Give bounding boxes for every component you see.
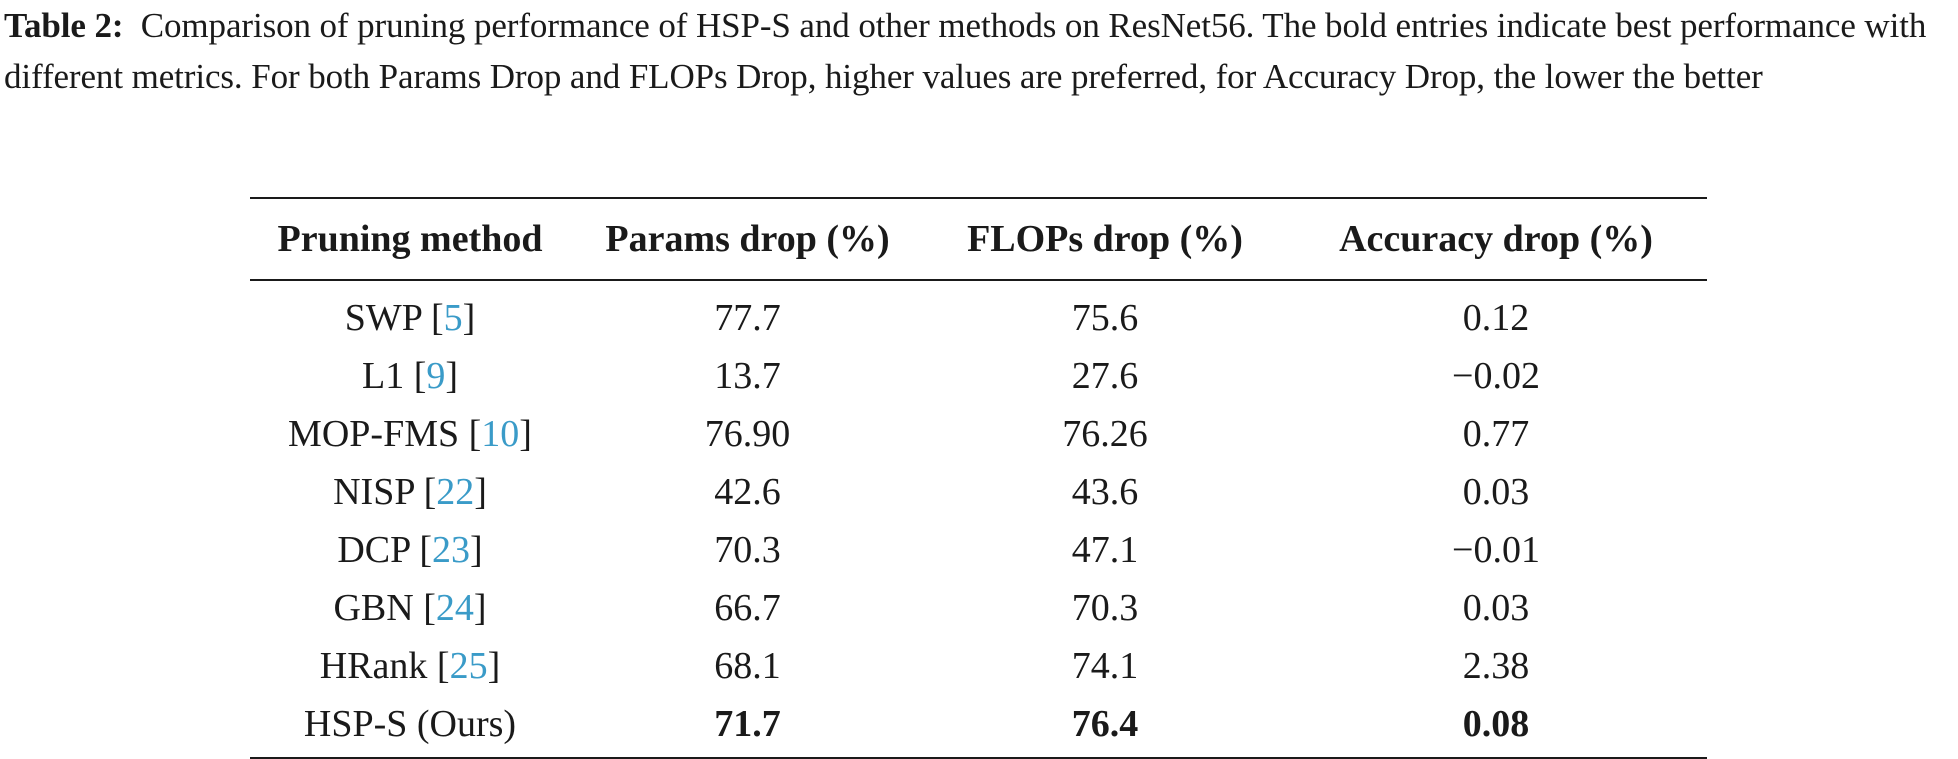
table-row-ours: HSP-S (Ours) 71.7 76.4 0.08 bbox=[250, 695, 1707, 758]
flops-cell: 75.6 bbox=[1071, 297, 1139, 339]
params-cell: 66.7 bbox=[714, 587, 781, 629]
table-row: L1 [9] 13.7 27.6 −0.02 bbox=[250, 347, 1707, 405]
method-name: HRank bbox=[319, 645, 428, 687]
flops-cell: 27.6 bbox=[1071, 355, 1139, 397]
params-cell: 42.6 bbox=[714, 471, 781, 513]
results-table-container: Pruning method Params drop (%) FLOPs dro… bbox=[250, 197, 1707, 759]
header-params-drop: Params drop (%) bbox=[605, 218, 890, 260]
params-cell: 13.7 bbox=[714, 355, 781, 397]
method-cell: HRank [25] bbox=[319, 645, 501, 687]
flops-cell: 76.26 bbox=[1062, 413, 1148, 455]
header-accuracy-drop: Accuracy drop (%) bbox=[1339, 218, 1653, 260]
method-name: HSP-S (Ours) bbox=[303, 703, 517, 745]
table-caption: Table 2: Comparison of pruning performan… bbox=[4, 0, 1954, 102]
method-name: DCP bbox=[337, 529, 410, 571]
accuracy-cell: 0.03 bbox=[1462, 471, 1530, 513]
method-cell: NISP [22] bbox=[333, 471, 487, 513]
table-row: DCP [23] 70.3 47.1 −0.01 bbox=[250, 521, 1707, 579]
table-row: HRank [25] 68.1 74.1 2.38 bbox=[250, 637, 1707, 695]
accuracy-cell: −0.01 bbox=[1452, 529, 1540, 571]
accuracy-cell-best: 0.08 bbox=[1462, 703, 1530, 745]
flops-cell: 74.1 bbox=[1071, 645, 1139, 687]
method-cell: L1 [9] bbox=[361, 355, 459, 397]
params-cell: 76.90 bbox=[704, 413, 791, 455]
params-cell: 77.7 bbox=[714, 297, 781, 339]
citation-link[interactable]: 24 bbox=[435, 587, 474, 629]
params-cell-best: 71.7 bbox=[714, 703, 781, 745]
flops-cell: 70.3 bbox=[1071, 587, 1139, 629]
citation-link[interactable]: 10 bbox=[481, 413, 520, 455]
method-cell: DCP [23] bbox=[337, 529, 483, 571]
method-name: SWP bbox=[344, 297, 422, 339]
method-name: L1 bbox=[361, 355, 405, 397]
flops-cell: 47.1 bbox=[1071, 529, 1139, 571]
header-pruning-method: Pruning method bbox=[277, 218, 543, 260]
table-row: MOP-FMS [10] 76.90 76.26 0.77 bbox=[250, 405, 1707, 463]
citation-link[interactable]: 25 bbox=[449, 645, 488, 687]
flops-cell-best: 76.4 bbox=[1071, 703, 1139, 745]
accuracy-cell: 0.77 bbox=[1462, 413, 1530, 455]
method-cell: HSP-S (Ours) bbox=[250, 695, 570, 758]
method-name: MOP-FMS bbox=[288, 413, 460, 455]
method-name: NISP bbox=[333, 471, 415, 513]
method-cell: GBN [24] bbox=[333, 587, 487, 629]
table-row: NISP [22] 42.6 43.6 0.03 bbox=[250, 463, 1707, 521]
citation-link[interactable]: 9 bbox=[426, 355, 446, 397]
caption-text: Comparison of pruning performance of HSP… bbox=[4, 6, 1927, 96]
method-cell: MOP-FMS [10] bbox=[288, 413, 532, 455]
accuracy-cell: 2.38 bbox=[1462, 645, 1530, 687]
params-cell: 70.3 bbox=[714, 529, 781, 571]
params-cell: 68.1 bbox=[714, 645, 781, 687]
citation-link[interactable]: 5 bbox=[443, 297, 463, 339]
results-table: Pruning method Params drop (%) FLOPs dro… bbox=[250, 197, 1707, 759]
citation-link[interactable]: 22 bbox=[436, 471, 475, 513]
accuracy-cell: −0.02 bbox=[1452, 355, 1540, 397]
accuracy-cell: 0.12 bbox=[1462, 297, 1530, 339]
table-row: SWP [5] 77.7 75.6 0.12 bbox=[250, 280, 1707, 347]
method-cell: SWP [5] bbox=[344, 297, 476, 339]
accuracy-cell: 0.03 bbox=[1462, 587, 1530, 629]
table-row: GBN [24] 66.7 70.3 0.03 bbox=[250, 579, 1707, 637]
caption-label: Table 2: bbox=[4, 6, 124, 45]
header-flops-drop: FLOPs drop (%) bbox=[967, 218, 1243, 260]
method-name: GBN bbox=[333, 587, 414, 629]
table-header-row: Pruning method Params drop (%) FLOPs dro… bbox=[250, 198, 1707, 280]
citation-link[interactable]: 23 bbox=[432, 529, 470, 571]
flops-cell: 43.6 bbox=[1071, 471, 1139, 513]
